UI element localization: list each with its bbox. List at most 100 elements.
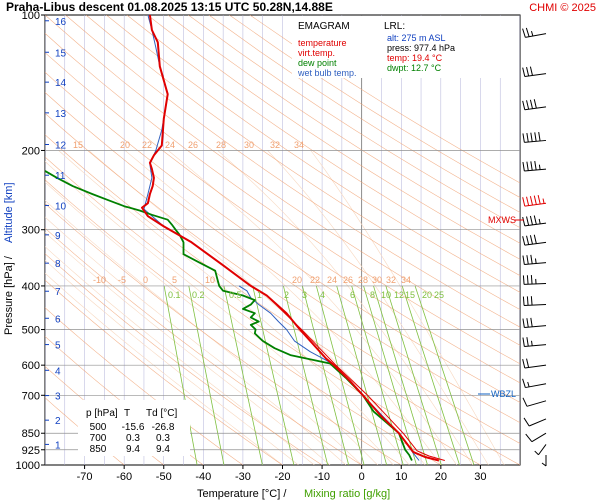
table-cell-td: 0.3 [156, 433, 170, 444]
mixing-ratio-line [188, 285, 225, 465]
wind-barb-flag [526, 132, 529, 143]
wind-barb-flag [526, 67, 530, 77]
wind-barb-flag [526, 216, 530, 226]
moist-adiabat-label: 28 [358, 275, 368, 285]
legend: EMAGRAM temperature virt.temp. dew point… [292, 16, 378, 78]
data-table-box [78, 400, 190, 456]
mixing-ratio-line [336, 285, 388, 465]
dry-adiabat-label: 20 [120, 140, 130, 150]
wind-barb-flag [522, 216, 526, 227]
wind-barb-flag [522, 397, 528, 407]
wind-barb-flag [534, 160, 537, 171]
wind-barb-half [541, 462, 547, 467]
legend-item-temperature: temperature [298, 38, 347, 48]
legend-item-dew-point: dew point [298, 58, 337, 68]
lrl-alt: alt: 275 m ASL [387, 33, 446, 43]
altitude-tick-label: 8 [55, 259, 61, 270]
table-cell-t: -15.6 [122, 422, 145, 433]
moist-adiabat-label: 22 [310, 275, 320, 285]
mixing-ratio-label: 15 [405, 290, 415, 300]
wind-barb-flag [526, 196, 530, 206]
dry-adiabat-label: 24 [165, 140, 175, 150]
mixing-ratio-line [401, 285, 460, 465]
wind-barb [522, 254, 547, 266]
y-tick-label: 700 [22, 390, 40, 402]
wind-barb-flag [526, 235, 530, 245]
wind-barb [522, 99, 547, 111]
wind-barb-flag [522, 161, 525, 172]
wind-barb-flag [529, 215, 533, 226]
mixing-ratio-label: 10 [381, 290, 391, 300]
dry-adiabat-label: 32 [270, 140, 280, 150]
y-axis-label: Pressure [hPa] / [3, 255, 15, 335]
wind-barb-flag [533, 195, 537, 205]
dry-adiabat-line [188, 15, 520, 229]
wbzl-marker: WBZL [478, 389, 516, 399]
mxws-label: MXWS [488, 215, 516, 225]
legend-title: EMAGRAM [298, 21, 350, 32]
wind-barb [522, 337, 547, 347]
altitude-tick-label: 14 [55, 78, 67, 89]
dry-adiabat-line [45, 32, 520, 365]
wind-barb-flag [525, 27, 530, 37]
altitude-tick-label: 6 [55, 314, 61, 325]
wind-barb-flag [522, 133, 525, 143]
wind-barb-flag [530, 296, 533, 306]
moist-adiabat-label: 20 [292, 275, 302, 285]
dry-adiabat-label: 30 [244, 140, 254, 150]
mixing-ratio-line [283, 285, 329, 465]
table-cell-p: 500 [90, 422, 107, 433]
wind-barb [525, 432, 547, 443]
moist-adiabat-label: 34 [401, 275, 411, 285]
wind-barb-flag [538, 131, 541, 142]
dry-adiabat-line [45, 71, 520, 403]
wind-barb-flag [522, 337, 525, 347]
dry-adiabat-label: 34 [294, 140, 304, 150]
y-tick-label: 600 [22, 360, 40, 372]
mxws-marker: MXWS [488, 215, 524, 225]
dry-adiabat-label: 15 [73, 140, 83, 150]
lrl-info: LRL: alt: 275 m ASL press: 977.4 hPa tem… [380, 16, 518, 78]
wind-barb [522, 66, 547, 77]
wbzl-label: WBZL [491, 389, 516, 399]
mixing-ratio-label: 0.2 [192, 290, 205, 300]
y-tick-label: 100 [22, 10, 40, 22]
wind-barb [522, 160, 547, 172]
wind-barb-flag [534, 132, 537, 142]
mixing-ratio-line [223, 285, 263, 465]
wind-barb [523, 417, 547, 427]
mixing-ratio-label: 0.1 [168, 290, 181, 300]
wind-barb-half [538, 218, 541, 224]
mixing-ratio-line [363, 285, 417, 465]
wind-barb [522, 215, 547, 227]
wind-barb-half [534, 450, 539, 456]
dry-adiabat-line [45, 15, 520, 346]
dry-adiabat-line [85, 15, 520, 310]
mixing-ratio-label: 4 [320, 290, 325, 300]
table-cell-p: 850 [90, 444, 107, 455]
mixing-ratio-line [252, 285, 295, 465]
profile-series [45, 15, 445, 462]
table-header-t: T [124, 408, 130, 419]
y-tick-label: 300 [22, 225, 40, 237]
y-tick-label: 1000 [16, 460, 40, 472]
wind-barb-flag [529, 196, 533, 206]
wind-barb-staff [524, 304, 547, 307]
x-tick-label: 0 [359, 471, 365, 483]
wind-barb-staff [524, 282, 547, 285]
moist-adiabat-label: -5 [118, 275, 126, 285]
wind-barbs [522, 27, 547, 467]
x-tick-label: -50 [156, 471, 172, 483]
altitude-tick-label: 16 [55, 17, 67, 28]
x-axis-ticks: -70 -60 -50 -40 -30 -20 -10 0 10 20 30 [77, 465, 487, 483]
x-axis-label: Temperature [°C] / [197, 488, 287, 500]
table-header-td: Td [°C] [146, 408, 177, 419]
wind-barb-flag [530, 161, 533, 171]
mixing-ratio-line [302, 285, 350, 465]
lrl-temp: temp: 19.4 °C [387, 53, 443, 63]
y-axis-ticks: 100 200 300 400 500 600 700 850 925 1000 [16, 10, 45, 472]
mixing-ratio-label: 1 [257, 290, 262, 300]
x-tick-label: 30 [474, 471, 486, 483]
table-header-p: p [hPa] [86, 408, 118, 419]
wind-barb-flag [522, 67, 526, 77]
